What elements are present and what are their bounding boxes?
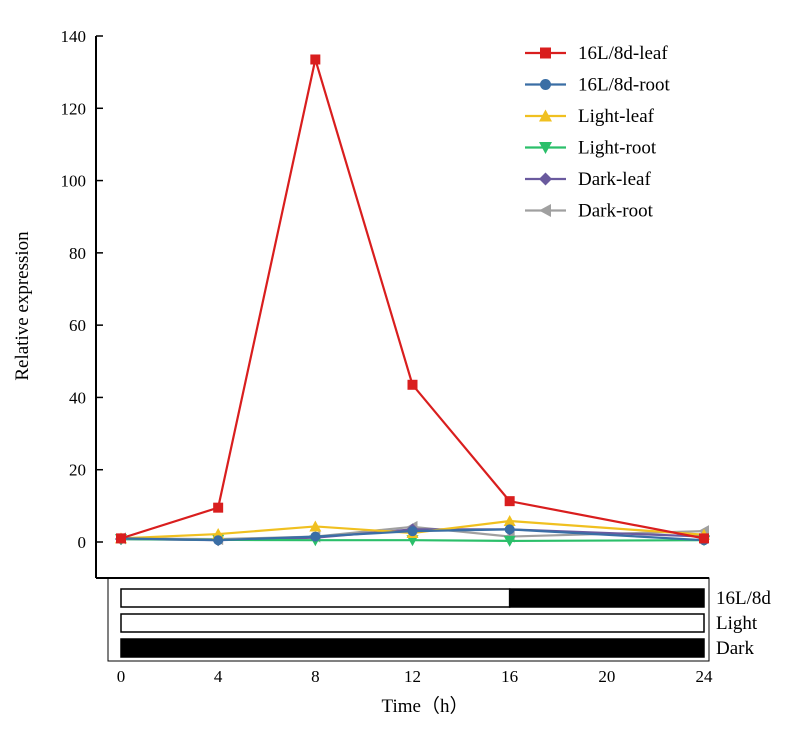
data-point — [116, 533, 126, 544]
y-tick-label: 140 — [61, 27, 87, 46]
x-tick-label: 8 — [311, 667, 320, 686]
data-point — [213, 502, 224, 513]
data-point — [699, 533, 709, 544]
data-point — [213, 535, 224, 546]
data-point — [540, 47, 551, 59]
series-layer — [115, 54, 710, 547]
data-point — [407, 526, 418, 537]
x-tick-label: 24 — [696, 667, 714, 686]
photoperiod-label: Dark — [716, 638, 754, 659]
legend-item: Dark-leaf — [525, 169, 651, 190]
legend: 16L/8d-leaf 16L/8d-root Light-leaf Light-ro… — [525, 43, 671, 222]
data-point — [539, 172, 552, 186]
x-axis-ticks: 0 4 8 12 16 20 24 — [117, 667, 713, 686]
x-tick-label: 12 — [404, 667, 421, 686]
series-16l-8d-leaf — [116, 54, 709, 544]
data-point — [504, 524, 515, 535]
data-point — [310, 54, 321, 65]
photoperiod-label: Light — [716, 613, 758, 634]
legend-item: 16L/8d-leaf — [525, 43, 668, 64]
photoperiod-bar-dark: Dark — [120, 638, 754, 659]
y-tick-label: 40 — [69, 388, 86, 407]
y-axis-ticks: 0 20 40 60 80 100 120 140 — [61, 27, 103, 552]
data-point — [539, 142, 552, 154]
data-point — [539, 109, 552, 122]
legend-label: 16L/8d-leaf — [578, 43, 668, 64]
photoperiod-frame — [107, 577, 710, 662]
y-tick-label: 60 — [69, 316, 86, 335]
x-tick-label: 0 — [117, 667, 126, 686]
photoperiod-bar-16l-8d: 16L/8d — [120, 588, 771, 609]
legend-label: Light-leaf — [578, 106, 655, 127]
photoperiod-bars: 16L/8d Light Dark — [107, 577, 771, 662]
light-segment — [120, 588, 511, 608]
y-tick-label: 100 — [61, 172, 87, 191]
data-point — [310, 531, 321, 542]
data-point — [503, 535, 516, 547]
x-tick-label: 4 — [214, 667, 223, 686]
x-tick-label: 16 — [501, 667, 518, 686]
data-point — [407, 379, 418, 390]
legend-label: Dark-root — [578, 201, 654, 222]
data-point — [309, 520, 322, 532]
legend-label: 16L/8d-root — [578, 75, 671, 96]
x-axis-title: Time（h） — [382, 695, 469, 717]
y-tick-label: 20 — [69, 461, 86, 480]
series-line — [120, 59, 705, 540]
data-point — [503, 515, 516, 527]
y-tick-label: 120 — [61, 99, 87, 118]
data-point — [539, 204, 551, 217]
series-line — [120, 528, 705, 542]
photoperiod-label: 16L/8d — [716, 588, 771, 609]
legend-item: Light-leaf — [525, 106, 655, 127]
dark-segment — [120, 638, 705, 658]
y-tick-label: 80 — [69, 244, 86, 263]
legend-label: Light-root — [578, 138, 657, 159]
legend-label: Dark-leaf — [578, 169, 651, 190]
legend-item: 16L/8d-root — [525, 75, 671, 96]
data-point — [540, 79, 551, 90]
dark-segment — [508, 588, 705, 608]
series-line — [120, 519, 705, 540]
light-segment — [120, 613, 705, 633]
x-tick-label: 20 — [598, 667, 615, 686]
legend-item: Dark-root — [525, 201, 654, 222]
photoperiod-bar-light: Light — [120, 613, 758, 634]
y-tick-label: 0 — [78, 533, 87, 552]
y-axis-title: Relative expression — [12, 231, 33, 381]
data-point — [504, 496, 515, 507]
legend-item: Light-root — [525, 138, 657, 159]
